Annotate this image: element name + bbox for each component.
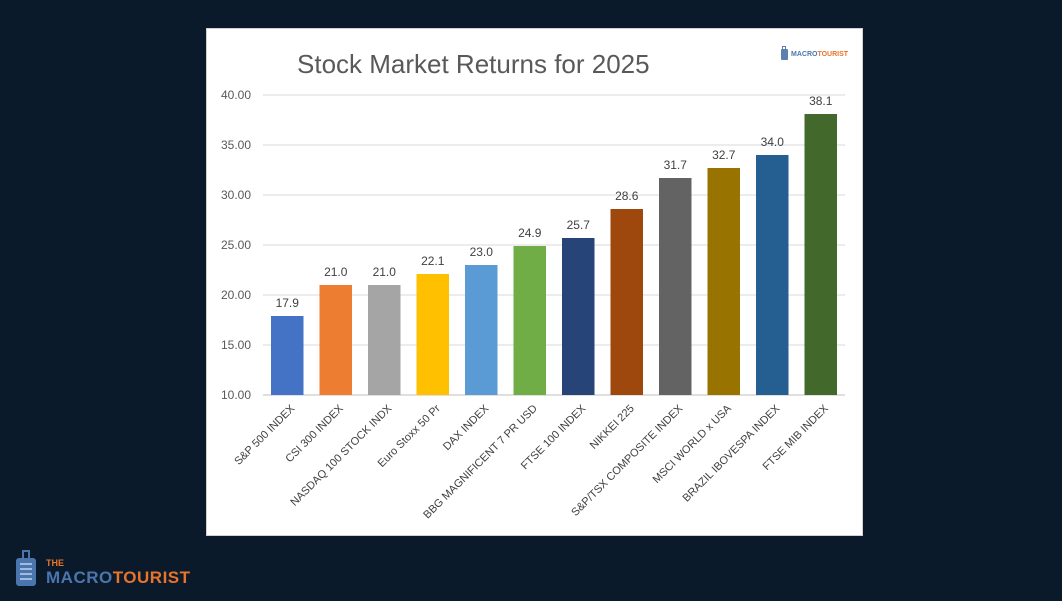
logo-the: THE	[46, 558, 64, 568]
data-label: 22.1	[421, 254, 445, 268]
y-tick-label: 15.00	[221, 338, 251, 352]
y-tick-label: 10.00	[221, 388, 251, 402]
bar	[804, 114, 837, 395]
data-label: 31.7	[664, 158, 688, 172]
bar	[416, 274, 449, 395]
category-label: NIKKEI 225	[588, 403, 637, 452]
category-label: DAX INDEX	[441, 402, 492, 453]
y-tick-label: 30.00	[221, 188, 251, 202]
logo-tourist: TOURIST	[112, 568, 191, 587]
data-label: 34.0	[761, 135, 785, 149]
bar	[659, 178, 692, 395]
suitcase-icon	[16, 550, 36, 586]
data-label: 38.1	[809, 94, 833, 108]
logo-macro: MACRO	[46, 568, 113, 587]
data-label: 21.0	[324, 265, 348, 279]
card-logo-tourist: TOURIST	[817, 51, 849, 58]
data-label: 32.7	[712, 148, 736, 162]
bar	[368, 285, 401, 395]
y-tick-label: 35.00	[221, 138, 251, 152]
y-tick-label: 40.00	[221, 88, 251, 102]
bar	[271, 316, 304, 395]
bar	[319, 285, 352, 395]
data-label: 23.0	[470, 245, 494, 259]
chart-card: Stock Market Returns for 2025 MACRO TOURI…	[206, 28, 863, 536]
category-label: MSCI WORLD x USA	[651, 402, 735, 486]
data-label: 21.0	[373, 265, 397, 279]
suitcase-icon	[781, 46, 788, 60]
chart-title: Stock Market Returns for 2025	[297, 49, 650, 79]
bar	[756, 155, 789, 395]
bar	[707, 168, 740, 395]
y-tick-label: 25.00	[221, 238, 251, 252]
category-label: BRAZIL IBOVESPA INDEX	[681, 402, 783, 504]
data-label: 28.6	[615, 189, 639, 203]
card-logo: MACRO TOURIST	[781, 46, 849, 60]
footer-logo: THE MACROTOURIST	[16, 550, 191, 586]
bar	[562, 238, 595, 395]
bar	[465, 265, 498, 395]
category-label: NASDAQ 100 STOCK INDX	[288, 402, 395, 509]
card-logo-macro: MACRO	[791, 51, 818, 58]
bar	[513, 246, 546, 395]
data-label: 25.7	[567, 218, 591, 232]
bar	[610, 209, 643, 395]
data-label: 17.9	[276, 296, 300, 310]
bar-chart: 10.0015.0020.0025.0030.0035.0040.0017.9S…	[221, 88, 845, 521]
data-label: 24.9	[518, 226, 542, 240]
y-tick-label: 20.00	[221, 288, 251, 302]
